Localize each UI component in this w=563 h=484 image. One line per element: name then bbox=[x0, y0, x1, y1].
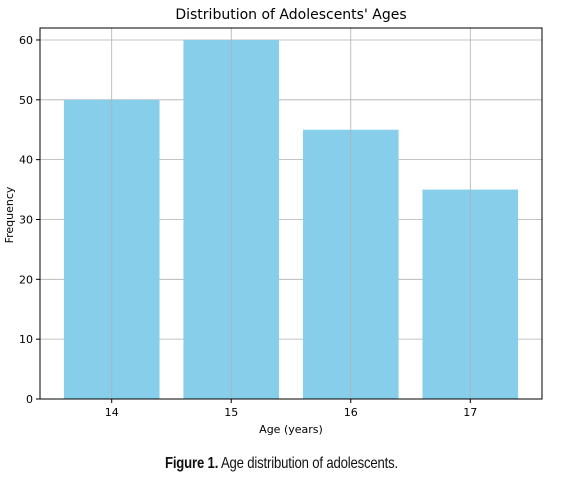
x-tick-label: 15 bbox=[224, 406, 238, 419]
y-tick-label: 10 bbox=[19, 333, 33, 346]
y-tick-label: 30 bbox=[19, 213, 33, 226]
plot-frame bbox=[39, 27, 543, 400]
bar-chart: 0 10 20 30 40 50 60 14 15 16 17 Distribution of A… bbox=[3, 7, 543, 436]
caption-text: Age distribution of adolescents. bbox=[218, 455, 399, 472]
x-axis-ticks: 14 15 16 17 bbox=[105, 399, 477, 419]
x-tick-label: 14 bbox=[105, 406, 119, 419]
y-tick-label: 50 bbox=[19, 94, 33, 107]
x-tick-label: 16 bbox=[344, 406, 358, 419]
y-tick-label: 0 bbox=[26, 393, 33, 406]
y-axis-ticks: 0 10 20 30 40 50 60 bbox=[19, 34, 40, 406]
y-tick-label: 60 bbox=[19, 34, 33, 47]
caption-label: Figure 1. bbox=[164, 455, 219, 472]
vertical-grid-lines bbox=[111, 28, 471, 399]
y-tick-label: 40 bbox=[19, 154, 33, 167]
y-tick-label: 20 bbox=[19, 273, 33, 286]
figure-caption: Figure 1. Age distribution of adolescent… bbox=[51, 455, 513, 473]
x-axis-label: Age (years) bbox=[259, 423, 323, 436]
x-tick-label: 17 bbox=[463, 406, 477, 419]
y-axis-label: Frequency bbox=[3, 186, 16, 243]
chart-title: Distribution of Adolescents' Ages bbox=[175, 7, 406, 23]
